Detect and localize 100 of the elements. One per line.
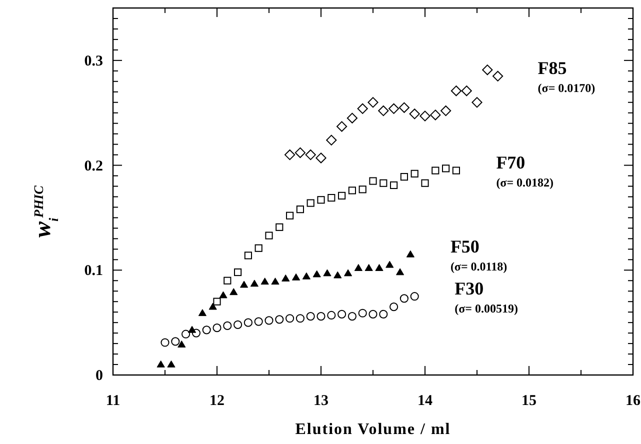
- point: [223, 321, 232, 330]
- x-tick-label: 15: [522, 393, 536, 409]
- point: [284, 150, 296, 160]
- point: [202, 326, 211, 334]
- point: [357, 103, 368, 114]
- point: [358, 186, 366, 194]
- annotation: (σ= 0.0170): [538, 81, 596, 96]
- y-tick-label: 0.2: [84, 158, 103, 174]
- annotation: (σ= 0.00519): [454, 301, 518, 316]
- point: [492, 70, 504, 82]
- point: [244, 318, 252, 327]
- point: [213, 298, 221, 306]
- point: [219, 291, 228, 298]
- point: [316, 312, 326, 321]
- point: [338, 192, 346, 200]
- point: [348, 186, 356, 194]
- point: [358, 308, 367, 318]
- point: [421, 179, 429, 187]
- x-tick-label: 11: [106, 393, 120, 409]
- point: [286, 314, 294, 323]
- point: [276, 223, 284, 231]
- annotation: (σ= 0.0182): [496, 176, 554, 190]
- series-label: F85: [538, 58, 567, 78]
- point: [344, 269, 352, 276]
- point: [375, 264, 384, 271]
- point: [442, 164, 450, 172]
- point: [390, 302, 398, 312]
- point: [317, 196, 325, 204]
- x-tick-label: 14: [418, 393, 433, 409]
- point: [306, 199, 314, 207]
- text: F70: [496, 152, 526, 173]
- point: [472, 97, 482, 108]
- point: [244, 252, 252, 260]
- point: [224, 276, 232, 284]
- point: [378, 105, 389, 116]
- x-tick-label: 13: [314, 393, 328, 409]
- point: [430, 110, 441, 120]
- point: [171, 337, 180, 346]
- point: [208, 302, 217, 310]
- point: [234, 320, 242, 329]
- point: [275, 315, 284, 324]
- point: [234, 268, 242, 276]
- point: [305, 150, 316, 160]
- point: [167, 360, 176, 368]
- point: [354, 264, 362, 271]
- point: [240, 280, 248, 288]
- point: [198, 309, 206, 316]
- point: [260, 278, 269, 285]
- point: [400, 294, 408, 303]
- point: [338, 310, 346, 318]
- point: [323, 269, 332, 276]
- point: [282, 274, 290, 282]
- point: [264, 316, 274, 325]
- point: [286, 212, 294, 220]
- point: [432, 166, 440, 174]
- y-tick-label: 0.3: [84, 53, 103, 70]
- point: [296, 314, 304, 323]
- point: [296, 206, 304, 214]
- point: [368, 97, 378, 108]
- point: [326, 134, 337, 146]
- point: [336, 121, 348, 132]
- point: [461, 86, 472, 96]
- point: [328, 194, 336, 202]
- point: [440, 105, 452, 116]
- point: [265, 232, 273, 240]
- point: [369, 177, 377, 185]
- point: [388, 103, 400, 114]
- point: [368, 310, 378, 318]
- point: [160, 338, 170, 347]
- point: [380, 179, 388, 187]
- point: [254, 317, 263, 326]
- point: [182, 330, 190, 338]
- point: [306, 312, 315, 321]
- point: [406, 250, 414, 258]
- point: [212, 324, 222, 332]
- point: [396, 268, 404, 276]
- point: [156, 360, 165, 368]
- point: [312, 270, 321, 278]
- point: [410, 170, 418, 178]
- point: [250, 280, 258, 287]
- point: [294, 147, 306, 158]
- point: [409, 108, 420, 120]
- point: [271, 278, 280, 285]
- x-tick-label: 16: [626, 393, 641, 409]
- point: [420, 110, 430, 122]
- point: [379, 310, 388, 318]
- point: [302, 272, 310, 280]
- x-axis-title: Elution Volume / ml: [295, 421, 451, 438]
- point: [334, 271, 342, 278]
- point: [346, 112, 358, 124]
- text: F30: [454, 278, 484, 298]
- point: [398, 102, 410, 113]
- point: [316, 152, 326, 164]
- point: [450, 86, 462, 96]
- text: F50: [450, 236, 480, 256]
- point: [386, 260, 394, 268]
- point: [452, 166, 460, 174]
- point: [390, 181, 398, 190]
- point: [364, 264, 373, 271]
- point: [292, 273, 300, 280]
